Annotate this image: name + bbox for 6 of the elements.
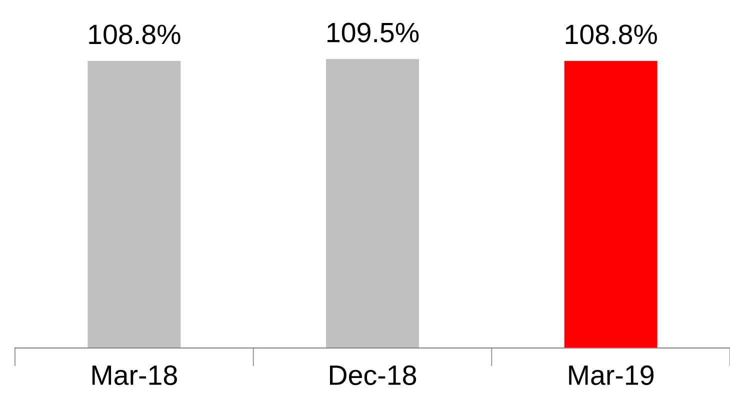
data-label: 108.8% [566,24,657,44]
data-label: 108.8% [89,24,180,44]
x-tick-label: Mar-19 [569,365,654,386]
x-tick-label: Dec-18 [330,365,416,386]
data-label: 109.5% [328,22,419,42]
x-tick-label: Mar-18 [92,365,177,386]
